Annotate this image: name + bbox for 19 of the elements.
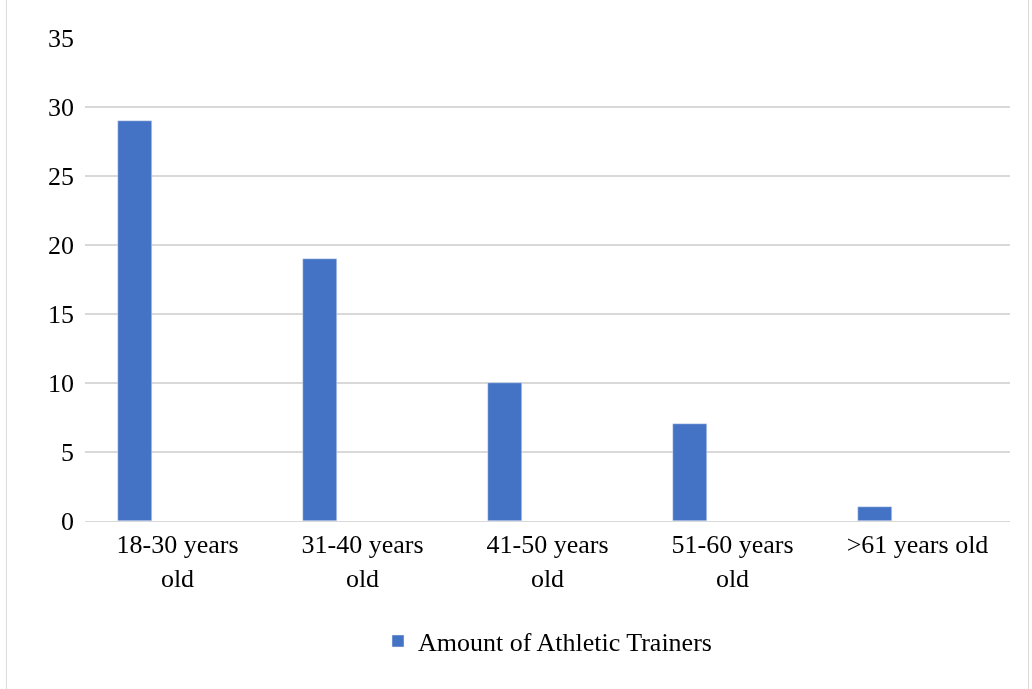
x-tick-label: 51-60 years old [671,530,794,593]
y-tick-label: 30 [48,93,74,123]
bar [117,120,152,521]
x-tick-label: >61 years old [846,530,989,560]
bar [857,506,892,521]
y-tick-label: 35 [48,24,74,54]
x-tick-label: 18-30 years old [116,530,239,593]
bar [672,423,707,521]
y-tick-label: 15 [48,300,74,330]
x-tick-label: 31-40 years old [301,530,424,593]
y-tick-label: 25 [48,162,74,192]
y-tick-label: 5 [61,438,74,468]
y-tick-label: 10 [48,369,74,399]
y-tick-label: 20 [48,231,74,261]
bar [487,382,522,521]
y-tick-label: 0 [61,507,74,537]
bar [302,258,337,521]
legend-label: Amount of Athletic Trainers [418,628,712,658]
x-tick-label: 41-50 years old [486,530,609,593]
